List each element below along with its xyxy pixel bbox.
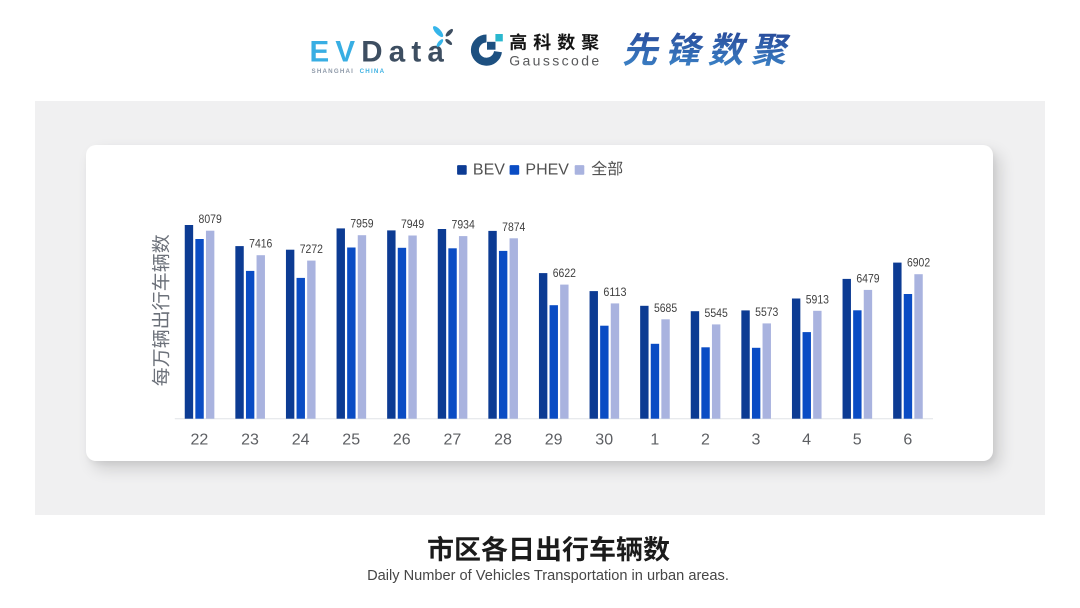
svg-text:6902: 6902 [907,256,930,270]
svg-text:SHANGHAI CHINA: SHANGHAI CHINA [312,68,386,75]
svg-text:5913: 5913 [806,292,829,306]
svg-text:Gausscode: Gausscode [509,52,601,68]
svg-text:23: 23 [241,431,259,448]
svg-text:5: 5 [853,431,862,448]
svg-text:7874: 7874 [502,220,525,234]
svg-text:6: 6 [903,431,912,448]
svg-text:5685: 5685 [654,301,677,315]
svg-text:1: 1 [650,431,659,448]
svg-text:6113: 6113 [603,285,626,299]
svg-text:7934: 7934 [452,218,475,232]
svg-text:26: 26 [393,431,411,448]
svg-text:BEV: BEV [473,161,505,178]
svg-text:EVData: EVData [310,35,451,68]
svg-text:28: 28 [494,431,512,448]
svg-text:3: 3 [752,431,761,448]
svg-text:24: 24 [292,431,310,448]
svg-text:5573: 5573 [755,305,778,319]
svg-text:27: 27 [444,431,462,448]
svg-text:6479: 6479 [856,271,879,285]
svg-text:5545: 5545 [705,306,728,320]
svg-text:2: 2 [701,431,710,448]
svg-text:25: 25 [342,431,360,448]
svg-text:30: 30 [595,431,613,448]
svg-text:PHEV: PHEV [525,161,569,178]
svg-text:4: 4 [802,431,811,448]
svg-text:7959: 7959 [350,217,373,231]
svg-text:7272: 7272 [300,242,323,256]
svg-text:8079: 8079 [199,212,222,226]
svg-text:29: 29 [545,431,563,448]
svg-text:6622: 6622 [553,266,576,280]
svg-text:7949: 7949 [401,217,424,231]
svg-text:22: 22 [191,431,209,448]
svg-text:7416: 7416 [249,237,272,251]
